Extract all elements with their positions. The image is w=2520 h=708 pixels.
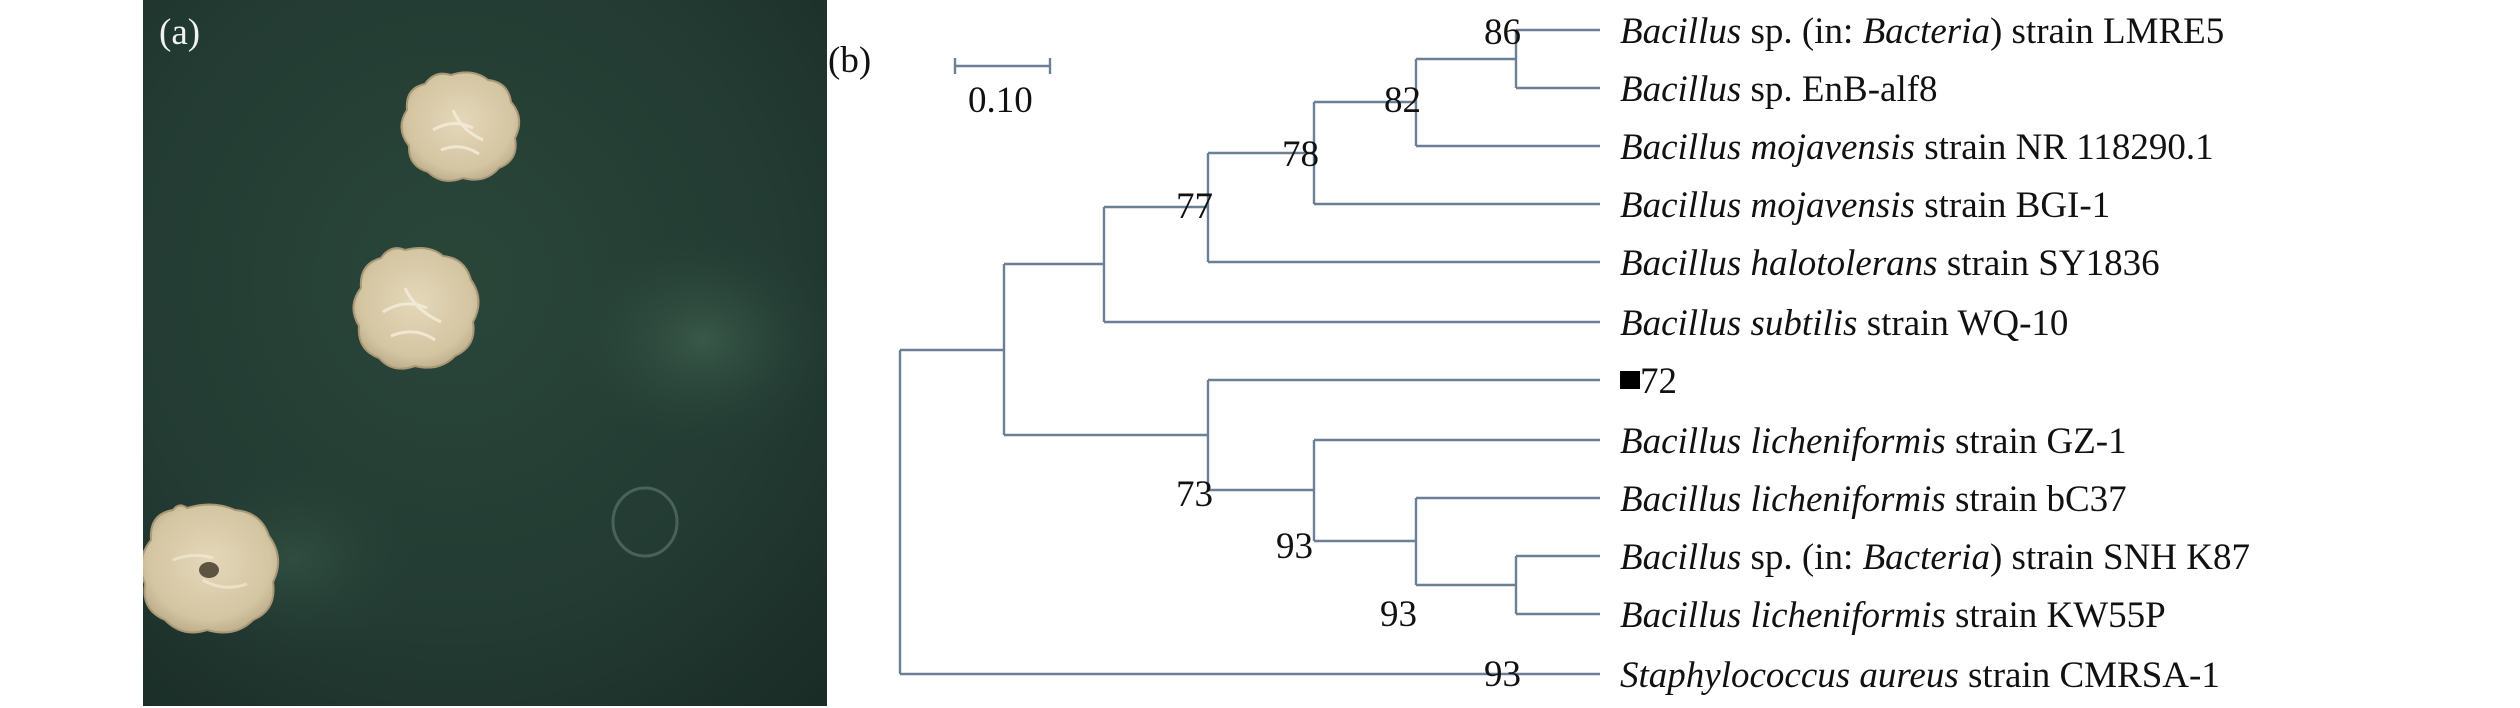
taxon-label: Bacillus subtilis strain WQ-10	[1620, 303, 2068, 344]
taxon-label: Bacillus sp. EnB-alf8	[1620, 69, 1938, 110]
bootstrap-value: 78	[1282, 134, 1319, 175]
colony	[400, 71, 521, 182]
colony	[143, 503, 280, 634]
bootstrap-value: 77	[1176, 186, 1213, 227]
taxon-label: Bacillus licheniformis strain KW55P	[1620, 595, 2166, 636]
colony	[352, 247, 480, 370]
taxon-label: Bacillus mojavensis strain NR 118290.1	[1620, 127, 2214, 168]
plate-ring-artefact	[611, 486, 679, 558]
query-strain-marker	[1620, 371, 1640, 389]
bootstrap-value: 82	[1384, 80, 1421, 121]
tree-branches	[898, 28, 1600, 676]
bootstrap-value: 93	[1276, 526, 1313, 567]
agar-highlight	[553, 220, 827, 460]
plate-photo-panel: (a)	[143, 0, 827, 706]
taxon-label: Bacillus licheniformis strain GZ-1	[1620, 421, 2127, 462]
scale-bar: 0.10	[953, 58, 1052, 121]
tree-leaves: Bacillus sp. (in: Bacteria) strain LMRE5…	[1620, 11, 2250, 696]
scale-bar-label: 0.10	[968, 80, 1033, 121]
taxon-label: Staphylococcus aureus strain CMRSA-1	[1620, 655, 2220, 696]
taxon-label: Bacillus licheniformis strain bC37	[1620, 479, 2127, 520]
taxon-label: Bacillus sp. (in: Bacteria) strain SNH K…	[1620, 537, 2250, 578]
taxon-label: Bacillus halotolerans strain SY1836	[1620, 243, 2160, 284]
panel-a-label: (a)	[159, 12, 200, 53]
bootstrap-value: 86	[1484, 12, 1521, 53]
plate-photo: (a)	[143, 0, 827, 706]
bootstrap-value: 73	[1176, 474, 1213, 515]
taxon-label: Bacillus sp. (in: Bacteria) strain LMRE5	[1620, 11, 2224, 52]
bootstrap-values: 86 82 78 77 73 93 93 93	[1176, 12, 1521, 695]
bootstrap-value: 93	[1380, 594, 1417, 635]
taxon-label: Bacillus mojavensis strain BGI-1	[1620, 185, 2110, 226]
bootstrap-value: 93	[1484, 654, 1521, 695]
taxon-label: 72	[1640, 361, 1677, 402]
panel-b-label: (b)	[828, 40, 871, 81]
